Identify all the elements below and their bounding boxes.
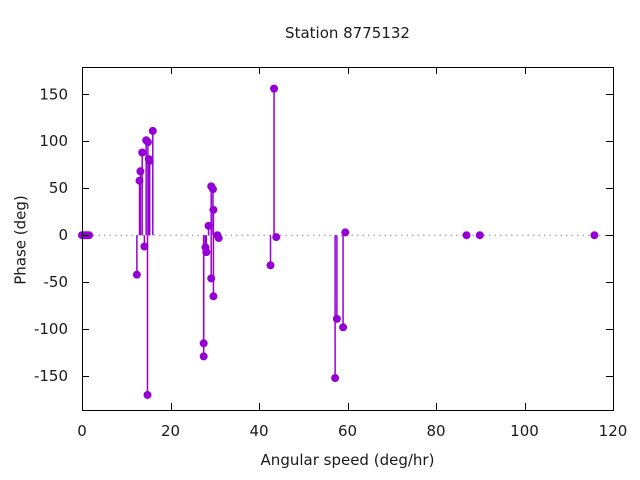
data-point bbox=[339, 323, 348, 332]
y-tick-label: -50 bbox=[44, 273, 69, 291]
y-tick-label: 50 bbox=[49, 179, 68, 197]
data-point bbox=[272, 233, 281, 242]
x-tick-label: 120 bbox=[599, 422, 628, 440]
data-point bbox=[140, 242, 149, 251]
data-point bbox=[148, 126, 157, 135]
data-point bbox=[266, 261, 275, 270]
y-tick-label: 100 bbox=[39, 132, 68, 150]
data-point bbox=[270, 84, 279, 93]
y-tick-label: -150 bbox=[34, 367, 68, 385]
data-point bbox=[143, 138, 152, 147]
y-tick-label: 0 bbox=[58, 226, 68, 244]
x-tick-label: 60 bbox=[338, 422, 357, 440]
data-point bbox=[462, 231, 471, 240]
data-point bbox=[145, 156, 154, 165]
plot-border bbox=[82, 67, 614, 411]
data-point bbox=[199, 339, 208, 348]
data-point bbox=[199, 352, 208, 361]
x-tick-label: 100 bbox=[510, 422, 539, 440]
data-point bbox=[214, 234, 223, 243]
data-point bbox=[475, 231, 484, 240]
data-point bbox=[135, 176, 144, 185]
data-point bbox=[209, 205, 218, 214]
data-point bbox=[209, 292, 218, 301]
data-point bbox=[136, 167, 145, 176]
data-point bbox=[207, 274, 216, 283]
x-tick-label: 0 bbox=[77, 422, 87, 440]
chart-title: Station 8775132 bbox=[285, 24, 410, 42]
y-tick-label: -100 bbox=[34, 320, 68, 338]
data-point bbox=[132, 270, 141, 279]
data-point bbox=[331, 374, 340, 383]
x-tick-label: 20 bbox=[161, 422, 180, 440]
data-point bbox=[138, 148, 147, 157]
data-point bbox=[85, 231, 94, 240]
data-point bbox=[204, 221, 213, 230]
data-point bbox=[202, 248, 211, 257]
x-axis-label: Angular speed (deg/hr) bbox=[260, 451, 435, 469]
x-tick-label: 80 bbox=[426, 422, 445, 440]
data-point bbox=[208, 185, 217, 194]
y-tick-label: 150 bbox=[39, 85, 68, 103]
x-tick-label: 40 bbox=[249, 422, 268, 440]
data-point bbox=[332, 314, 341, 323]
data-point bbox=[143, 390, 152, 399]
data-point bbox=[341, 228, 350, 237]
data-point bbox=[590, 231, 599, 240]
